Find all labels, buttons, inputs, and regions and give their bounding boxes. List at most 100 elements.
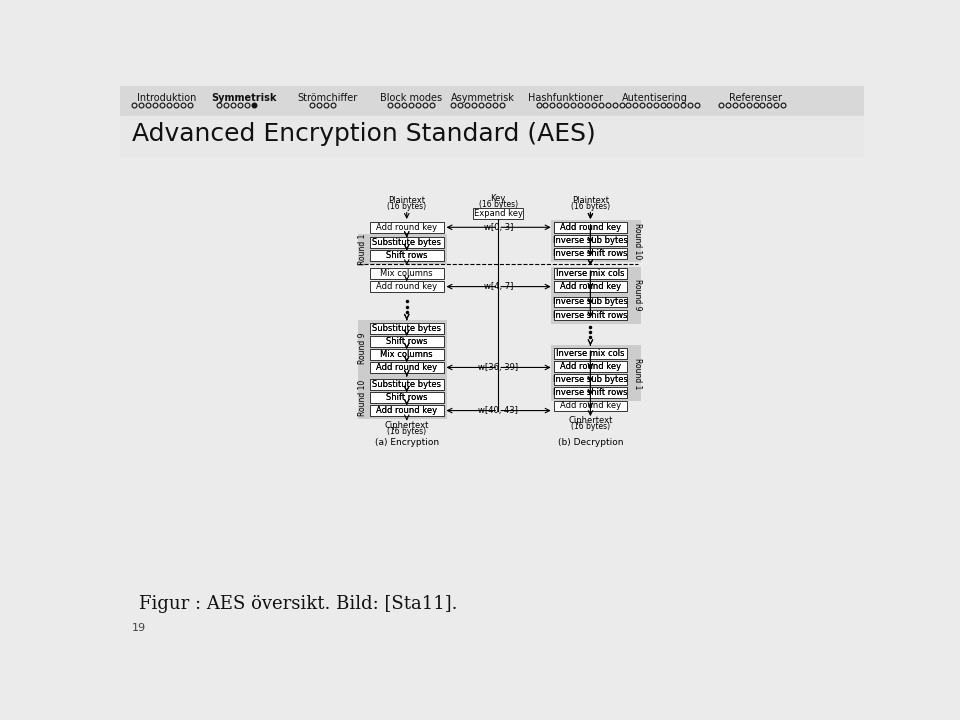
Text: Substitute bytes: Substitute bytes [372, 324, 442, 333]
Bar [370, 222, 444, 233]
Text: Shift rows: Shift rows [386, 251, 427, 261]
Text: Round 9: Round 9 [633, 279, 642, 311]
Text: Block modes: Block modes [379, 93, 442, 102]
Bar [550, 266, 641, 323]
Bar [554, 310, 627, 320]
Bar [357, 234, 446, 264]
Bar [554, 361, 627, 372]
Text: Inverse shift rows: Inverse shift rows [553, 310, 628, 320]
Text: Shift rows: Shift rows [386, 337, 427, 346]
Bar [554, 374, 627, 385]
Text: Inverse sub bytes: Inverse sub bytes [553, 297, 628, 307]
Bar [370, 268, 444, 279]
Text: Inverse sub bytes: Inverse sub bytes [553, 236, 628, 245]
Bar [554, 348, 627, 359]
Bar [370, 282, 444, 292]
Text: Autentisering: Autentisering [622, 93, 687, 102]
Text: Inverse sub bytes: Inverse sub bytes [553, 236, 628, 245]
Text: Inverse sub bytes: Inverse sub bytes [553, 297, 628, 307]
Bar [554, 348, 627, 359]
Text: (16 bytes): (16 bytes) [387, 427, 426, 436]
Text: Add round key: Add round key [560, 282, 621, 291]
Bar [554, 268, 627, 279]
Bar [370, 379, 444, 390]
Text: (16 bytes): (16 bytes) [571, 422, 610, 431]
Text: Add round key: Add round key [376, 363, 438, 372]
Bar [370, 362, 444, 373]
Text: (16 bytes): (16 bytes) [479, 200, 517, 210]
Text: Strömchiffer: Strömchiffer [298, 93, 358, 102]
Bar [357, 376, 446, 419]
Text: Mix columns: Mix columns [380, 269, 433, 278]
Text: (b) Decryption: (b) Decryption [558, 438, 623, 446]
Bar [554, 310, 627, 320]
Text: Add round key: Add round key [376, 222, 438, 232]
Bar [554, 297, 627, 307]
Bar [554, 297, 627, 307]
Text: Asymmetrisk: Asymmetrisk [451, 93, 515, 102]
Bar [357, 320, 446, 376]
Text: Mix columns: Mix columns [380, 350, 433, 359]
Text: Inverse sub bytes: Inverse sub bytes [553, 375, 628, 384]
Bar [370, 238, 444, 248]
Text: Add round key: Add round key [376, 282, 438, 291]
Bar [370, 379, 444, 390]
Text: Round 1: Round 1 [358, 233, 367, 265]
Text: Key: Key [491, 194, 506, 203]
Text: Add round key: Add round key [560, 402, 621, 410]
Text: Expand key: Expand key [473, 209, 522, 218]
Text: Hashfunktioner: Hashfunktioner [528, 93, 603, 102]
Text: Inverse mix cols: Inverse mix cols [556, 349, 625, 358]
Bar [370, 405, 444, 416]
Text: Round 10: Round 10 [633, 223, 642, 259]
Text: w[40, 43]: w[40, 43] [478, 406, 518, 415]
Bar [554, 268, 627, 279]
Text: Substitute bytes: Substitute bytes [372, 324, 442, 333]
Bar [554, 374, 627, 385]
Text: Figur : AES översikt. Bild: [Sta11].: Figur : AES översikt. Bild: [Sta11]. [139, 595, 458, 613]
Text: Add round key: Add round key [560, 222, 621, 232]
Text: Plaintext: Plaintext [572, 196, 609, 204]
Text: Inverse mix cols: Inverse mix cols [556, 269, 625, 278]
Text: Substitute bytes: Substitute bytes [372, 380, 442, 389]
Bar [554, 235, 627, 246]
Text: Shift rows: Shift rows [386, 393, 427, 402]
Text: Add round key: Add round key [376, 363, 438, 372]
Bar [370, 362, 444, 373]
Text: Round 1: Round 1 [633, 358, 642, 389]
Text: Round 10: Round 10 [358, 379, 367, 415]
Text: (a) Encryption: (a) Encryption [374, 438, 439, 446]
Text: Round 9: Round 9 [358, 332, 367, 364]
Bar [370, 392, 444, 403]
Text: (16 bytes): (16 bytes) [387, 202, 426, 211]
Bar [120, 86, 864, 116]
Bar [370, 336, 444, 346]
Text: Shift rows: Shift rows [386, 393, 427, 402]
Bar [554, 361, 627, 372]
Text: Add round key: Add round key [560, 362, 621, 372]
Bar [370, 251, 444, 261]
Text: Add round key: Add round key [560, 362, 621, 372]
Bar [370, 349, 444, 360]
Text: Symmetrisk: Symmetrisk [211, 93, 276, 102]
Text: Add round key: Add round key [376, 406, 438, 415]
Bar [554, 282, 627, 292]
Text: 19: 19 [132, 623, 146, 633]
Bar [370, 405, 444, 416]
Text: Inverse shift rows: Inverse shift rows [553, 388, 628, 397]
Text: w[36, 39]: w[36, 39] [478, 363, 518, 372]
Text: Plaintext: Plaintext [388, 196, 425, 204]
Bar [554, 222, 627, 233]
Text: Introduktion: Introduktion [137, 93, 196, 102]
Bar [554, 387, 627, 398]
Bar [370, 323, 444, 333]
Text: Add round key: Add round key [560, 222, 621, 232]
Text: w[0, 3]: w[0, 3] [484, 222, 513, 232]
Bar [554, 282, 627, 292]
Text: Inverse shift rows: Inverse shift rows [553, 249, 628, 258]
Text: Inverse shift rows: Inverse shift rows [553, 388, 628, 397]
Text: Inverse mix cols: Inverse mix cols [556, 349, 625, 358]
Text: Substitute bytes: Substitute bytes [372, 380, 442, 389]
Text: Inverse shift rows: Inverse shift rows [553, 249, 628, 258]
Text: (16 bytes): (16 bytes) [571, 202, 610, 211]
